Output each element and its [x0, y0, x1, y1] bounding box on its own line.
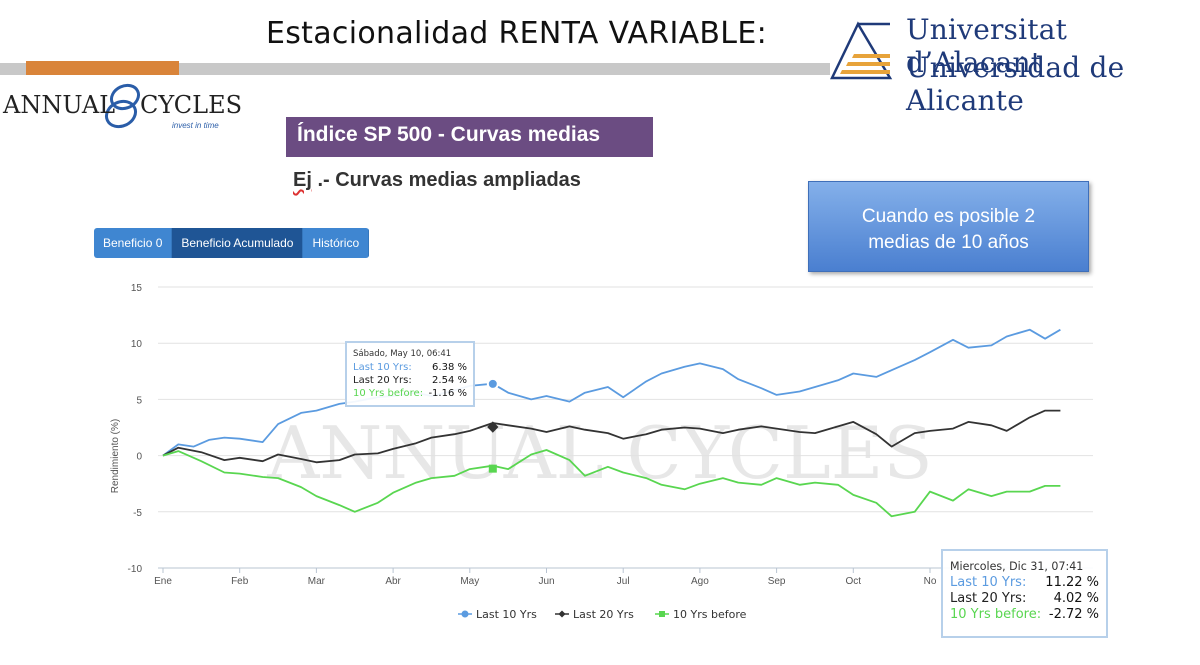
y-tick-label: -10: [128, 564, 143, 575]
y-axis-label: Rendimiento (%): [110, 419, 121, 493]
chart-series: [162, 328, 1061, 518]
watermark-text: ANNUAL CYCLES: [266, 411, 932, 495]
sp500-line-chart: ANNUAL CYCLES -10 -5 0 5 10 15 Ene Feb Mar Abr Ma…: [110, 283, 1093, 621]
legend-swatch-marker: [558, 610, 566, 618]
tooltip-label-last20: Last 20 Yrs:: [950, 591, 1027, 606]
series-line-0: [162, 328, 1061, 457]
legend-label: 10 Yrs before: [673, 608, 747, 621]
tooltip-label-last20: Last 20 Yrs:: [353, 375, 412, 386]
x-tick-label: Feb: [231, 576, 249, 587]
brand-name-right: CYCLES: [140, 91, 243, 119]
x-axis-ticks: Ene Feb Mar Abr May Jun Jul Ago Sep Oct No: [154, 567, 1093, 587]
tooltip-date: Miercoles, Dic 31, 07:41: [950, 560, 1084, 573]
x-tick-label: Ene: [154, 576, 172, 587]
tooltip-label-last10: Last 10 Yrs:: [950, 575, 1027, 590]
series-line-2: [162, 449, 1061, 518]
chart-legend: Last 10 Yrs Last 20 Yrs 10 Yrs before: [458, 608, 747, 621]
annual-cycles-logo-icon: [104, 83, 141, 129]
y-tick-label: 15: [131, 283, 143, 294]
x-tick-label: May: [460, 576, 479, 587]
hover-marker-last10: [486, 377, 499, 390]
legend-swatch-marker: [659, 611, 665, 617]
callout-box: Cuando es posible 2 medias de 10 años: [808, 181, 1089, 272]
series-line-1: [162, 409, 1061, 464]
tab-historico[interactable]: Histórico: [303, 228, 370, 258]
university-name-spanish: Universidad de Alicante: [906, 51, 1125, 117]
x-tick-label: No: [924, 576, 937, 587]
chart-mode-tabs: Beneficio 0 Beneficio Acumulado Históric…: [94, 228, 370, 258]
callout-line-1: Cuando es posible 2: [861, 206, 1036, 227]
y-tick-label: 0: [136, 452, 142, 463]
callout-line-2: medias de 10 años: [868, 232, 1029, 253]
y-tick-label: -5: [133, 508, 142, 519]
x-tick-label: Oct: [846, 576, 862, 587]
x-tick-label: Mar: [308, 576, 326, 587]
tab-beneficio-0[interactable]: Beneficio 0: [94, 228, 173, 258]
brand-name-left: ANNUAL: [3, 91, 116, 119]
tooltip-value-last10: 6.38 %: [432, 362, 467, 373]
legend-label: Last 10 Yrs: [476, 608, 537, 621]
x-tick-label: Ago: [691, 576, 709, 587]
tooltip-value-last10: 11.22 %: [1045, 575, 1099, 590]
x-tick-label: Sep: [768, 576, 786, 587]
section-heading: Índice SP 500 - Curvas medias: [286, 117, 653, 157]
tooltip-value-before: -2.72 %: [1048, 607, 1099, 622]
tooltip-dec: Miercoles, Dic 31, 07:41 Last 10 Yrs: 11.…: [941, 549, 1108, 638]
legend-label: Last 20 Yrs: [573, 608, 634, 621]
tooltip-label-last10: Last 10 Yrs:: [353, 362, 412, 373]
tooltip-value-before: -1.16 %: [428, 388, 467, 399]
tooltip-label-before: 10 Yrs before:: [353, 388, 424, 399]
tooltip-date: Sábado, May 10, 06:41: [353, 349, 452, 359]
tooltip-label-before: 10 Yrs before:: [950, 607, 1042, 622]
subtitle-text: .- Curvas medias ampliadas: [311, 169, 581, 191]
y-axis-ticks: -10 -5 0 5 10 15: [128, 283, 143, 575]
header-accent-bar: [26, 61, 179, 75]
brand-tagline: invest in time: [172, 121, 219, 130]
slide-title: Estacionalidad RENTA VARIABLE:: [266, 16, 767, 51]
header-divider: [0, 63, 830, 75]
y-tick-label: 5: [136, 395, 142, 406]
hover-markers: [486, 377, 499, 473]
university-name-valencian: Universitat d’Alacant: [906, 13, 1068, 79]
hover-marker-before: [488, 464, 497, 473]
university-logo-icon: [830, 21, 893, 80]
y-tick-label: 10: [131, 339, 143, 350]
legend-swatch-marker: [461, 610, 469, 618]
x-tick-label: Jun: [538, 576, 554, 587]
tooltip-value-last20: 2.54 %: [432, 375, 467, 386]
tooltip-may: Sábado, May 10, 06:41 Last 10 Yrs: 6.38 %…: [345, 341, 475, 407]
hover-marker-last20: [487, 421, 499, 433]
section-subtitle: Ej .- Curvas medias ampliadas: [293, 169, 581, 192]
x-tick-label: Jul: [617, 576, 630, 587]
tooltip-value-last20: 4.02 %: [1053, 591, 1099, 606]
tab-beneficio-acumulado[interactable]: Beneficio Acumulado: [172, 228, 304, 258]
x-tick-label: Abr: [385, 576, 401, 587]
subtitle-prefix: Ej: [293, 169, 312, 191]
